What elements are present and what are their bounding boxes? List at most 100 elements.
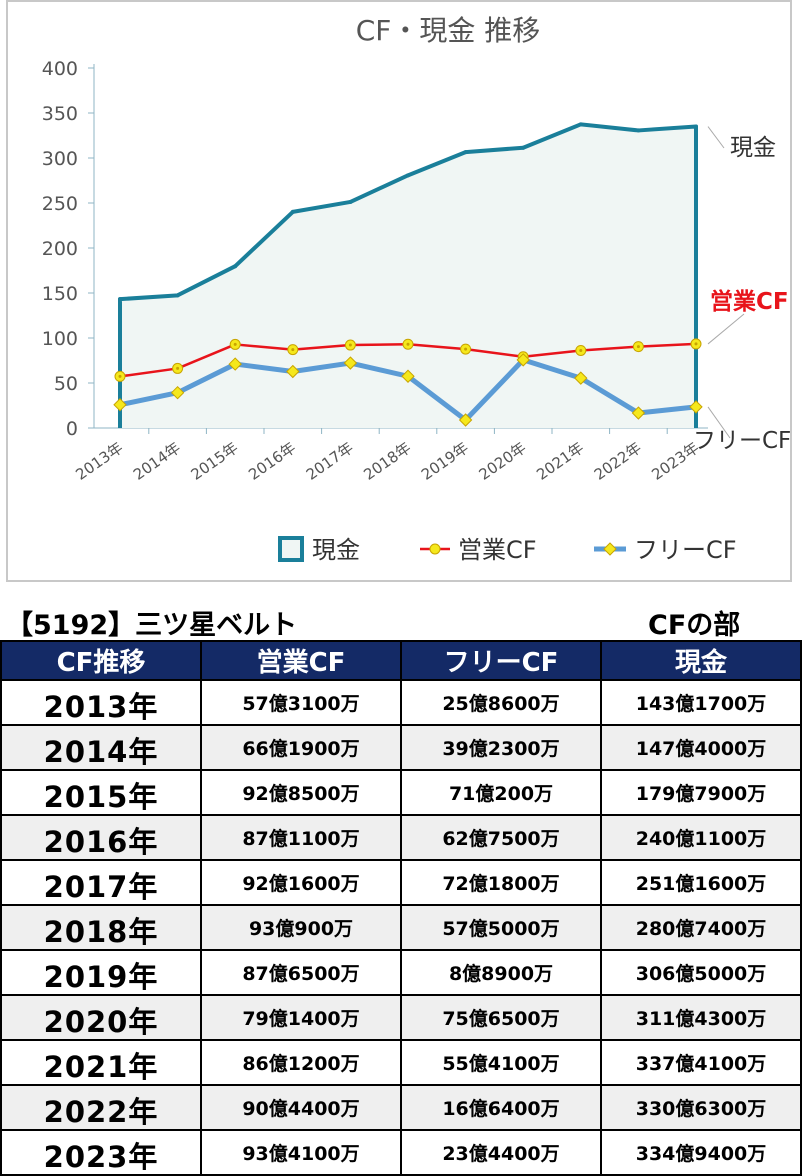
x-tick-label: 2016年 [245,439,299,484]
header-free-cf: フリーCF [400,640,602,681]
row-operating-cf: 87億1100万 [200,814,402,861]
cash-point [233,264,238,269]
section-title: CFの部 [648,610,741,641]
row-free-cf: 8億8900万 [400,949,602,996]
operating-cf-point-center [291,348,295,352]
operating-cf-point-center [118,374,122,378]
row-cash: 330億6300万 [600,1084,802,1131]
free-cf-point [631,406,646,420]
x-tick-label: 2018年 [360,439,414,484]
table-row: 2022年 90億4400万 16億6400万 330億6300万 [0,1084,802,1131]
row-operating-cf: 90億4400万 [200,1084,402,1131]
x-tick-label: 2013年 [72,439,126,484]
y-tick-label: 400 [42,58,78,80]
row-year: 2022年 [0,1084,202,1131]
table-row: 2018年 93億900万 57億5000万 280億7400万 [0,904,802,951]
row-free-cf: 16億6400万 [400,1084,602,1131]
annotation-leader-line [707,126,725,149]
y-tick-label: 250 [42,193,78,215]
legend-operating-cf-label: 営業CF [458,536,537,564]
chart-panel: CF・現金 推移 0 50 100 150 200 250 300 350 400 2013年 201… [6,0,792,582]
operating-cf-point-center [464,347,468,351]
y-tick-label: 350 [42,103,78,125]
free-cf-point [286,364,300,379]
header-operating-cf: 営業CF [200,640,402,681]
label-operating-cf: 営業CF [710,288,789,315]
cash-point [521,145,526,150]
row-year: 2014年 [0,724,202,771]
operating-cf-point-center [636,345,640,349]
row-year: 2021年 [0,1039,202,1086]
free-cf-point [689,400,703,414]
row-cash: 143億1700万 [600,679,802,726]
row-operating-cf: 93億900万 [200,904,402,951]
table-header-row: CF推移 営業CF フリーCF 現金 [0,640,802,681]
row-operating-cf: 57億3100万 [200,679,402,726]
row-year: 2019年 [0,949,202,996]
x-tick-label: 2017年 [303,439,357,484]
cash-point [175,293,180,298]
legend-cash-label: 現金 [312,536,360,564]
free-cf-point [458,413,473,427]
cash-point [118,297,122,302]
x-tick-label: 2022年 [591,439,645,484]
legend-free-cf-marker [603,542,617,556]
header-cf-trend: CF推移 [0,640,202,681]
operating-cf-point-center [694,342,698,346]
table-row: 2020年 79億1400万 75億6500万 311億4300万 [0,994,802,1041]
row-cash: 334億9400万 [600,1129,802,1176]
cash-point [636,128,641,133]
row-operating-cf: 87億6500万 [200,949,402,996]
row-operating-cf: 79億1400万 [200,994,402,1041]
row-cash: 147億4000万 [600,724,802,771]
x-tick-label: 2019年 [418,439,472,484]
row-year: 2015年 [0,769,202,816]
cash-point [578,122,583,127]
table-row: 2017年 92億1600万 72億1800万 251億1600万 [0,859,802,906]
cash-point [406,173,410,178]
free-cf-point [170,385,185,400]
row-cash: 251億1600万 [600,859,802,906]
x-tick-label: 2014年 [130,439,184,484]
table-row: 2019年 87億6500万 8億8900万 306億5000万 [0,949,802,996]
row-year: 2020年 [0,994,202,1041]
operating-cf-point-center [406,342,410,346]
x-tick-label: 2021年 [533,439,587,484]
cash-point [463,150,468,155]
row-cash: 179億7900万 [600,769,802,816]
row-cash: 311億4300万 [600,994,802,1041]
row-free-cf: 57億5000万 [400,904,602,951]
operating-cf-point-center [579,348,583,352]
row-free-cf: 55億4100万 [400,1039,602,1086]
free-cf-point [343,356,358,370]
cash-point [694,124,698,129]
table-row: 2016年 87億1100万 62億7500万 240億1100万 [0,814,802,861]
chart-title: CF・現金 推移 [356,14,541,47]
company-title: 【5192】三ツ星ベルト [6,610,298,641]
row-free-cf: 23億4400万 [400,1129,602,1176]
row-free-cf: 39億2300万 [400,724,602,771]
table-row: 2021年 86億1200万 55億4100万 337億4100万 [0,1039,802,1086]
y-tick-label: 150 [42,283,78,305]
y-tick-label: 200 [42,238,78,260]
table-row: 2015年 92億8500万 71億200万 179億7900万 [0,769,802,816]
row-free-cf: 72億1800万 [400,859,602,906]
row-cash: 337億4100万 [600,1039,802,1086]
free-cf-point [401,369,415,383]
y-tick-label: 300 [42,148,78,170]
row-operating-cf: 93億4100万 [200,1129,402,1176]
row-free-cf: 71億200万 [400,769,602,816]
row-free-cf: 25億8600万 [400,679,602,726]
y-tick-label: 50 [54,373,78,395]
annotation-leader-line [707,406,731,439]
row-year: 2023年 [0,1129,202,1176]
row-cash: 306億5000万 [600,949,802,996]
row-operating-cf: 92億8500万 [200,769,402,816]
y-tick-label: 0 [66,418,78,440]
row-free-cf: 75億6500万 [400,994,602,1041]
row-year: 2018年 [0,904,202,951]
header-cash: 現金 [600,640,802,681]
annotation-leader-line [707,313,745,345]
x-tick-label: 2020年 [476,439,530,484]
